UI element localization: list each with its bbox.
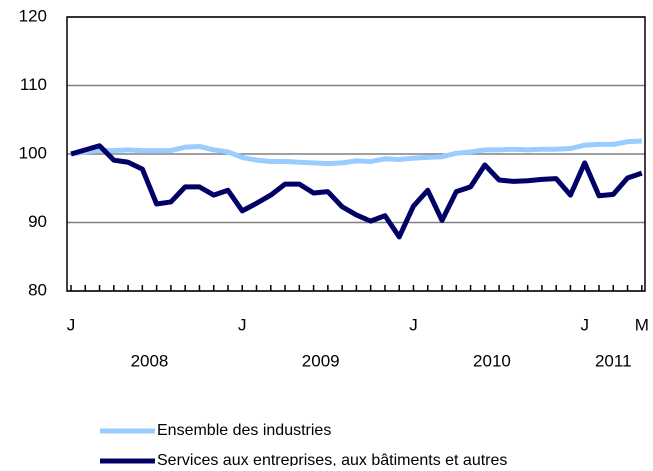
y-tick-label: 120 [19, 6, 47, 25]
y-tick-label: 100 [19, 143, 47, 162]
year-label: 2008 [131, 351, 169, 370]
x-tick-label: J [409, 315, 418, 334]
y-tick-label: 80 [28, 280, 47, 299]
series-line [70, 143, 643, 240]
y-tick-label: 90 [28, 212, 47, 231]
series-line [70, 138, 642, 167]
x-tick-label: J [67, 315, 76, 334]
x-tick-label: J [580, 315, 589, 334]
y-tick-label: 110 [20, 75, 47, 94]
year-label: 2010 [473, 351, 511, 370]
year-label: 2011 [595, 351, 632, 370]
x-tick-label: M [635, 315, 649, 334]
legend-label: Services aux entreprises, aux bâtiments … [157, 452, 507, 466]
legend-label: Ensemble des industries [157, 422, 331, 439]
year-label: 2009 [302, 351, 340, 370]
x-tick-label: J [238, 315, 247, 334]
